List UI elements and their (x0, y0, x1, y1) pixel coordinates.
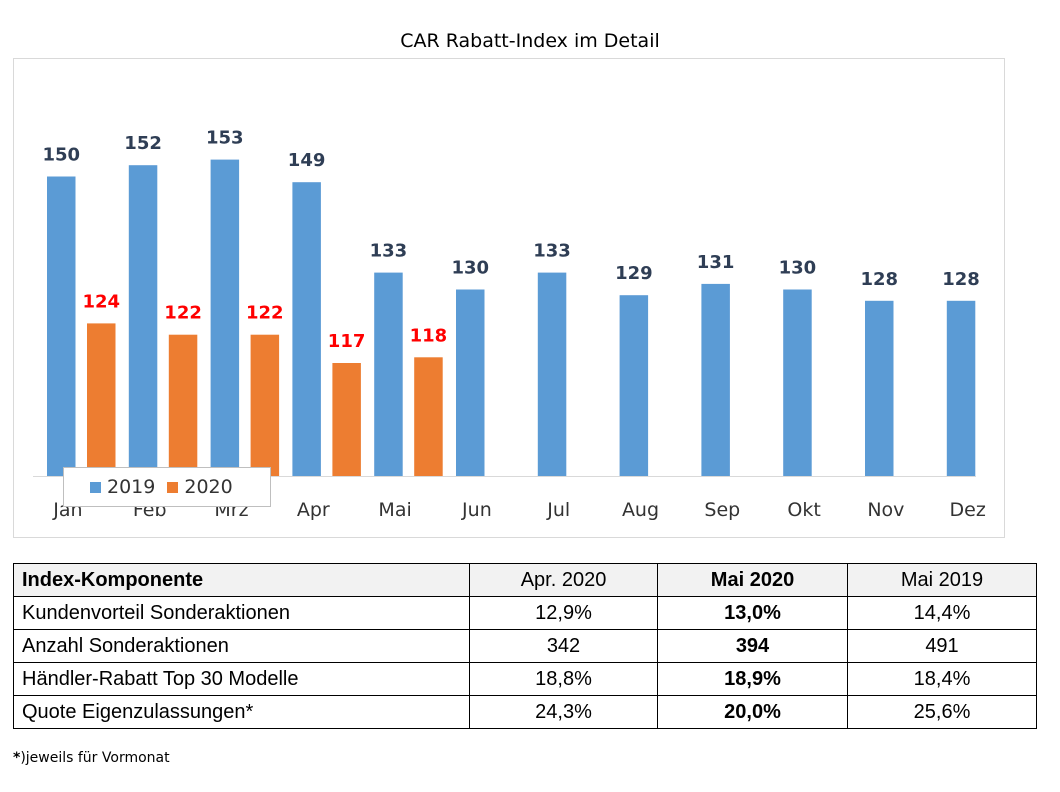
footnote-star: * (13, 750, 21, 766)
x-tick-Okt: Okt (787, 499, 820, 521)
row-label: Händler-Rabatt Top 30 Modelle (13, 662, 470, 696)
bar-2020-Mai (414, 357, 443, 476)
footnote-text: )jeweils für Vormonat (20, 750, 170, 766)
row-label: Quote Eigenzulassungen* (13, 695, 470, 729)
table-row: Händler-Rabatt Top 30 Modelle 18,8% 18,9… (13, 662, 1037, 696)
header-mai-2020: Mai 2020 (657, 563, 848, 597)
x-tick-Jun: Jun (461, 499, 492, 521)
legend-label-2019: 2019 (107, 476, 156, 498)
cell-mai-2020: 394 (657, 629, 848, 663)
legend-swatch-2020 (167, 481, 179, 493)
bar-chart: 150124Jan152122Feb153122Mrz149117Apr1331… (33, 128, 986, 521)
legend-swatch-2019 (90, 481, 101, 493)
bar-2019-Mai (374, 272, 403, 476)
cell-apr-2020: 18,8% (469, 662, 658, 696)
bar-2019-Okt (783, 289, 812, 476)
data-label-2019-Mrz: 153 (206, 128, 244, 149)
data-label-2019-Apr: 149 (288, 150, 326, 171)
cell-mai-2019: 14,4% (847, 596, 1037, 630)
chart-legend: 2019 2020 (63, 467, 271, 507)
cell-mai-2020: 13,0% (657, 596, 848, 630)
bar-2019-Jan (47, 176, 76, 476)
cell-apr-2020: 12,9% (469, 596, 658, 630)
data-label-2020-Mai: 118 (410, 325, 448, 346)
bar-2019-Feb (128, 165, 158, 476)
data-label-2019-Mai: 133 (370, 241, 408, 262)
cell-mai-2019: 18,4% (847, 662, 1037, 696)
data-label-2019-Dez: 128 (942, 269, 980, 290)
legend-entry-2019: 2019 (90, 476, 155, 498)
bar-2020-Apr (332, 363, 361, 476)
cell-mai-2020: 18,9% (657, 662, 848, 696)
data-label-2019-Nov: 128 (861, 269, 899, 290)
chart-frame: 150 124 Jan 152 122 Feb 153 122 Mrz 149 117 Apr 133 1… (13, 58, 1005, 538)
cell-mai-2019: 491 (847, 629, 1037, 663)
bar-2019-Jun (456, 289, 485, 476)
data-label-2019-Sep: 131 (697, 252, 735, 273)
data-label-2019-Aug: 129 (615, 263, 653, 284)
x-tick-Dez: Dez (950, 499, 986, 521)
footnote: *)jeweils für Vormonat (13, 750, 170, 766)
x-tick-Mai: Mai (378, 499, 411, 521)
cell-mai-2019: 25,6% (847, 695, 1037, 729)
table-row: Kundenvorteil Sonderaktionen 12,9% 13,0%… (13, 596, 1037, 630)
bar-2019-Jul (537, 272, 567, 476)
data-label-2019-Jul: 133 (533, 241, 571, 262)
bar-2019-Aug (619, 295, 649, 476)
header-mai-2019: Mai 2019 (847, 563, 1037, 597)
row-label: Anzahl Sonderaktionen (13, 629, 470, 663)
data-label-2019-Okt: 130 (779, 258, 817, 279)
x-tick-Sep: Sep (704, 499, 740, 521)
index-components-table: Index-Komponente Apr. 2020 Mai 2020 Mai … (13, 563, 1037, 729)
x-tick-Jul: Jul (546, 499, 570, 521)
bar-2019-Nov (865, 300, 894, 476)
header-apr-2020: Apr. 2020 (469, 563, 658, 597)
chart-title: CAR Rabatt-Index im Detail (400, 30, 660, 52)
data-label-2019-Jun: 130 (452, 258, 490, 279)
header-index-komponente: Index-Komponente (13, 563, 470, 597)
cell-apr-2020: 342 (469, 629, 658, 663)
legend-label-2020: 2020 (184, 476, 233, 498)
table-row: Quote Eigenzulassungen* 24,3% 20,0% 25,6… (13, 695, 1037, 729)
bar-2020-Jan (87, 323, 116, 476)
x-tick-Nov: Nov (867, 499, 904, 521)
data-label-2020-Mrz: 122 (246, 303, 284, 324)
bar-2019-Mrz (210, 159, 240, 476)
bar-2019-Sep (701, 283, 730, 476)
table-header-row: Index-Komponente Apr. 2020 Mai 2020 Mai … (13, 563, 1037, 597)
table-row: Anzahl Sonderaktionen 342 394 491 (13, 629, 1037, 663)
bar-2019-Dez (946, 300, 976, 476)
cell-mai-2020: 20,0% (657, 695, 848, 729)
row-label: Kundenvorteil Sonderaktionen (13, 596, 470, 630)
data-label-2020-Jan: 124 (83, 291, 121, 312)
legend-entry-2020: 2020 (167, 476, 233, 498)
bar-2019-Apr (292, 182, 321, 476)
bar-2020-Feb (168, 334, 198, 476)
data-label-2020-Apr: 117 (328, 331, 366, 352)
cell-apr-2020: 24,3% (469, 695, 658, 729)
data-label-2020-Feb: 122 (164, 303, 202, 324)
x-tick-Aug: Aug (622, 499, 659, 521)
x-tick-Apr: Apr (297, 499, 330, 521)
bar-2020-Mrz (250, 334, 280, 476)
data-label-2019-Jan: 150 (43, 145, 81, 166)
data-label-2019-Feb: 152 (124, 133, 162, 154)
